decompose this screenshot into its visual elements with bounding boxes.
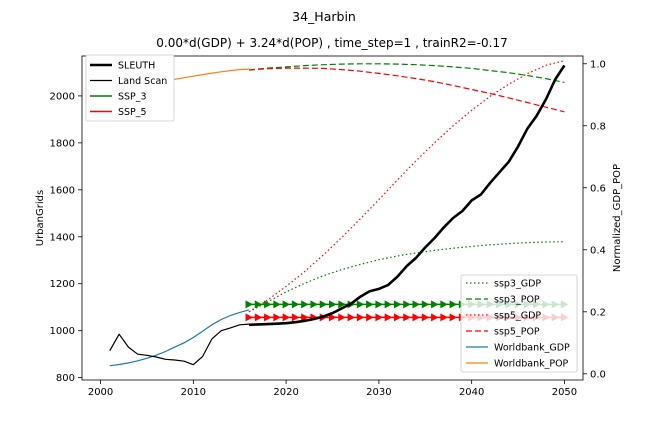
plot-area: 2000 2010 2020 2030 2040 2050 800 1000 1200 1400 1… xyxy=(35,54,623,398)
marker-ssp-3 xyxy=(431,300,439,309)
series-ssp5-pop xyxy=(248,67,565,113)
marker-ssp-3 xyxy=(338,300,346,309)
x-tick-label: 2010 xyxy=(181,387,206,398)
marker-ssp-3 xyxy=(403,300,411,309)
series-land-scan xyxy=(109,323,250,366)
marker-ssp-3 xyxy=(412,300,420,309)
figure-suptitle: 34_Harbin xyxy=(292,9,356,24)
legend-left-label: SLEUTH xyxy=(118,61,155,72)
marker-ssp-3 xyxy=(254,300,263,309)
legend-left-label: Land Scan xyxy=(118,76,167,87)
marker-ssp-3 xyxy=(273,300,281,309)
series-ssp3-pop xyxy=(248,63,565,83)
legend-right-label: Worldbank_POP xyxy=(494,359,569,370)
right-y-tick-label: 0.8 xyxy=(590,121,606,132)
legend-left-box xyxy=(85,54,175,122)
marker-ssp-3 xyxy=(421,300,430,309)
x-tick-label: 2050 xyxy=(552,387,577,398)
legend-left: SLEUTH Land Scan SSP_3 SSP_5 xyxy=(85,54,175,122)
x-tick-label: 2030 xyxy=(366,387,391,398)
left-y-tick-label: 1400 xyxy=(50,232,75,243)
marker-ssp-5 xyxy=(282,313,291,322)
marker-ssp-3 xyxy=(449,300,458,309)
marker-ssp-5 xyxy=(449,313,458,322)
series-sleuth xyxy=(248,64,566,327)
left-y-tick-label: 1600 xyxy=(50,185,75,196)
marker-ssp-5 xyxy=(273,313,281,322)
marker-ssp-3 xyxy=(291,300,300,309)
right-y-tick-label: 0.4 xyxy=(590,245,606,256)
left-y-tick-label: 1800 xyxy=(50,138,75,149)
marker-ssp-3 xyxy=(264,300,272,309)
legend-right-box xyxy=(460,274,578,373)
marker-ssp-3 xyxy=(282,300,291,309)
marker-ssp-3 xyxy=(375,300,383,309)
legend-right-label: ssp3_GDP xyxy=(494,279,541,290)
chart-title: 0.00*d(GDP) + 3.24*d(POP) , time_step=1 … xyxy=(156,36,507,50)
marker-ssp-5 xyxy=(291,313,300,322)
right-y-tick-label: 0.6 xyxy=(590,183,606,194)
legend-right-label: Worldbank_GDP xyxy=(494,343,570,354)
marker-ssp-5 xyxy=(245,313,253,322)
series-ssp5-gdp xyxy=(248,60,565,313)
x-tick-label: 2000 xyxy=(88,387,113,398)
marker-ssp-5 xyxy=(403,313,411,322)
x-tick-label: 2040 xyxy=(459,387,484,398)
marker-ssp-5 xyxy=(356,313,365,322)
marker-ssp-3 xyxy=(319,300,328,309)
marker-ssp-3 xyxy=(393,300,402,309)
right-y-tick-label: 0.0 xyxy=(590,369,606,380)
right-y-tick-label: 0.2 xyxy=(590,307,606,318)
marker-ssp-3 xyxy=(440,300,448,309)
legend-right: ssp3_GDP ssp3_POP ssp5_GDP ssp5_POP Worldban… xyxy=(460,274,578,373)
marker-ssp-3 xyxy=(356,300,365,309)
left-y-tick-label: 2000 xyxy=(50,91,75,102)
marker-ssp-5 xyxy=(329,313,337,322)
marker-ssp-5 xyxy=(421,313,430,322)
marker-ssp-3 xyxy=(301,300,309,309)
series-ssp3-gdp xyxy=(248,241,565,313)
marker-ssp-3 xyxy=(384,300,393,309)
marker-ssp-5 xyxy=(254,313,263,322)
marker-ssp-5 xyxy=(347,313,356,322)
marker-ssp-5 xyxy=(440,313,448,322)
marker-ssp-5 xyxy=(375,313,383,322)
left-y-tick-label: 1200 xyxy=(50,279,75,290)
marker-ssp-3 xyxy=(329,300,337,309)
legend-right-label: ssp5_GDP xyxy=(494,311,541,322)
legend-right-label: ssp5_POP xyxy=(494,327,540,338)
marker-ssp-5 xyxy=(301,313,309,322)
marker-ssp-3 xyxy=(245,300,253,309)
marker-ssp-5 xyxy=(431,313,439,322)
left-axis-label: UrbanGrids xyxy=(35,190,46,246)
marker-ssp-3 xyxy=(366,300,374,309)
marker-ssp-5 xyxy=(412,313,420,322)
right-y-tick-label: 1.0 xyxy=(590,59,606,70)
left-y-tick-label: 800 xyxy=(56,373,75,384)
series-worldbank-gdp xyxy=(109,309,250,367)
marker-ssp-5 xyxy=(384,313,393,322)
right-axis-label: Normalized_GDP_POP xyxy=(612,164,623,272)
marker-ssp-5 xyxy=(393,313,402,322)
marker-ssp-5 xyxy=(264,313,272,322)
legend-left-label: SSP_5 xyxy=(118,107,147,118)
marker-ssp-5 xyxy=(338,313,346,322)
left-y-tick-label: 1000 xyxy=(50,326,75,337)
x-tick-label: 2020 xyxy=(273,387,298,398)
marker-ssp-5 xyxy=(366,313,374,322)
axes-frame xyxy=(81,55,584,381)
legend-right-label: ssp3_POP xyxy=(494,295,540,306)
marker-ssp-3 xyxy=(310,300,318,309)
legend-left-label: SSP_3 xyxy=(118,92,147,103)
